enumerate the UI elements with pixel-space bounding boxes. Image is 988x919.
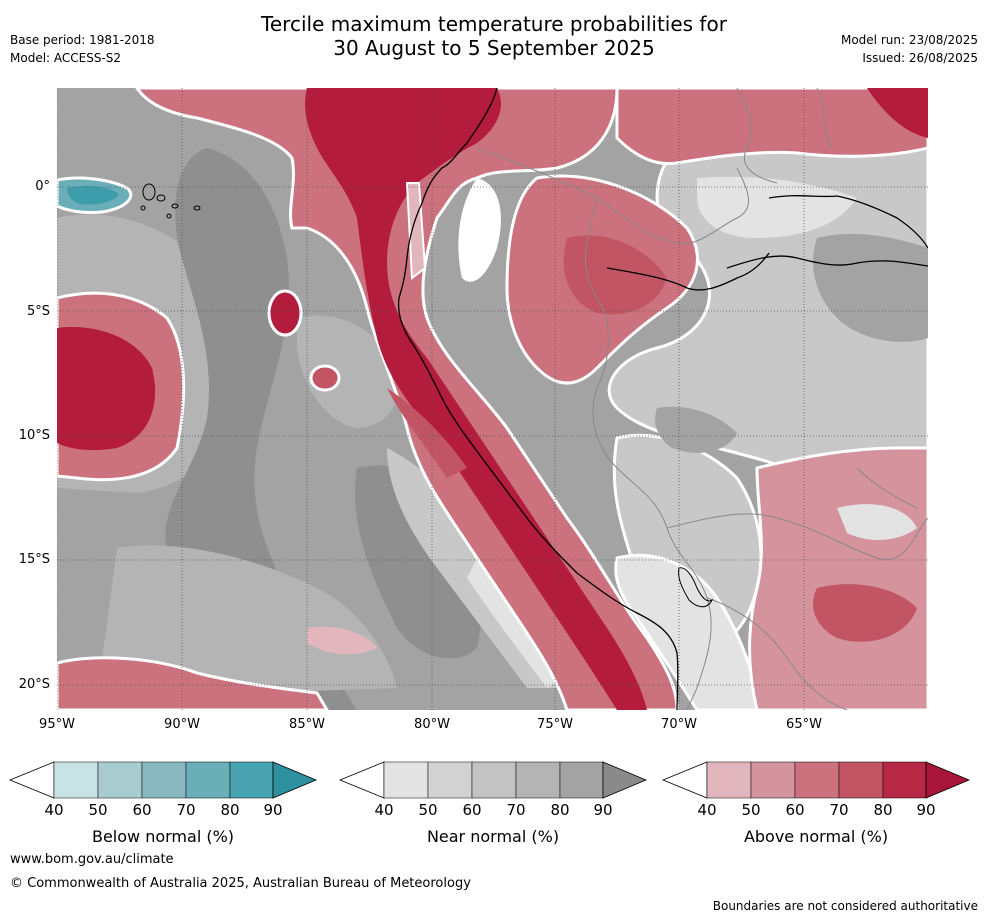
lat-label-5s: 5°S bbox=[26, 304, 50, 319]
above-patch-1 bbox=[267, 289, 303, 337]
lat-label-0: 0° bbox=[35, 179, 50, 194]
legend-near-title: Near normal (%) bbox=[426, 827, 560, 846]
model-run-text: Model run: 23/08/2025 bbox=[840, 33, 978, 47]
below-normal-core bbox=[67, 186, 119, 205]
legend-below-bar bbox=[8, 761, 318, 799]
near-central-dark bbox=[655, 406, 737, 453]
legend-below-title: Below normal (%) bbox=[91, 827, 235, 846]
above-andes-mid bbox=[387, 388, 467, 478]
legend-near-tick-70: 70 bbox=[506, 801, 526, 819]
above-northeast-dark bbox=[867, 88, 928, 138]
above-southeast-zone bbox=[748, 446, 928, 710]
legend-above-swatch-2 bbox=[750, 761, 796, 799]
legend-below-tick-90: 90 bbox=[263, 801, 283, 819]
legend-below-tick-80: 80 bbox=[220, 801, 240, 819]
legend-below-tick-40: 40 bbox=[44, 801, 64, 819]
legend-near-tick-90: 90 bbox=[593, 801, 613, 819]
map-title: Tercile maximum temperature probabilitie… bbox=[0, 12, 988, 60]
legend-below-swatch-5 bbox=[229, 761, 274, 799]
pale-coast-north bbox=[458, 178, 501, 282]
lon-label-70w: 70°W bbox=[661, 717, 697, 732]
probability-map bbox=[57, 88, 928, 710]
legend-near-bar bbox=[338, 761, 648, 799]
legend-near-tick-50: 50 bbox=[418, 801, 438, 819]
legend-below-arrow-high bbox=[272, 761, 318, 799]
legend-below-tick-50: 50 bbox=[88, 801, 108, 819]
copyright-text: © Commonwealth of Australia 2025, Austra… bbox=[10, 876, 471, 891]
lon-label-65w: 65°W bbox=[786, 717, 822, 732]
legend-below-swatch-2 bbox=[97, 761, 143, 799]
model-text: Model: ACCESS-S2 bbox=[10, 51, 122, 65]
lat-label-15s: 15°S bbox=[18, 552, 50, 567]
legend-below-tick-70: 70 bbox=[176, 801, 196, 819]
above-andes-core bbox=[305, 88, 647, 710]
near-southeast-pale bbox=[837, 504, 917, 540]
above-southwest-patch bbox=[307, 626, 377, 655]
legend-near-swatch-2 bbox=[427, 761, 473, 799]
lon-label-95w: 95°W bbox=[39, 717, 75, 732]
legend-near-tick-40: 40 bbox=[374, 801, 394, 819]
above-northeast-zone bbox=[615, 88, 928, 166]
lon-label-85w: 85°W bbox=[289, 717, 325, 732]
legend-above-tick-90: 90 bbox=[916, 801, 936, 819]
lon-label-80w: 80°W bbox=[414, 717, 450, 732]
legend-bars bbox=[8, 761, 971, 799]
above-southwest-zone bbox=[57, 656, 329, 710]
lat-label-20s: 20°S bbox=[18, 677, 50, 692]
legend-near-swatch-1 bbox=[383, 761, 429, 799]
legend-near-arrow-high bbox=[602, 761, 648, 799]
legend-below-swatch-4 bbox=[185, 761, 231, 799]
galapagos-islands bbox=[140, 183, 201, 219]
legend-above-tick-50: 50 bbox=[741, 801, 761, 819]
legend-near-swatch-3 bbox=[471, 761, 517, 799]
ocean-lightest-coast bbox=[467, 558, 562, 688]
map-canvas bbox=[57, 88, 928, 710]
legend-above-swatch-5 bbox=[882, 761, 927, 799]
near-east-pale bbox=[697, 176, 857, 238]
legend-above-bar bbox=[661, 761, 971, 799]
lon-label-75w: 75°W bbox=[537, 717, 573, 732]
lon-label-90w: 90°W bbox=[164, 717, 200, 732]
graticule bbox=[57, 88, 928, 710]
coastline bbox=[397, 88, 928, 710]
legend-above-tick-70: 70 bbox=[829, 801, 849, 819]
legend-below-tick-60: 60 bbox=[132, 801, 152, 819]
legend-near-tick-80: 80 bbox=[550, 801, 570, 819]
legend-near-arrow-low bbox=[338, 761, 385, 799]
ocean-light-south bbox=[97, 545, 397, 698]
base-period-text: Base period: 1981-2018 bbox=[10, 33, 155, 47]
lat-label-10s: 10°S bbox=[18, 428, 50, 443]
legend-below-swatch-3 bbox=[141, 761, 187, 799]
ocean-pale-patch bbox=[297, 315, 400, 428]
title-line-1: Tercile maximum temperature probabilitie… bbox=[261, 12, 727, 36]
above-southeast-core bbox=[813, 584, 917, 642]
above-patch-2 bbox=[309, 364, 341, 392]
legend-above-title: Above normal (%) bbox=[743, 827, 889, 846]
legend-near-tick-60: 60 bbox=[462, 801, 482, 819]
legend-above-tick-40: 40 bbox=[697, 801, 717, 819]
legend-above-swatch-4 bbox=[838, 761, 884, 799]
above-central-core bbox=[563, 235, 667, 315]
legend-above-tick-80: 80 bbox=[873, 801, 893, 819]
legend-above-arrow-high bbox=[925, 761, 971, 799]
issued-text: Issued: 26/08/2025 bbox=[862, 51, 978, 65]
legend-above-arrow-low bbox=[661, 761, 708, 799]
legend-above-swatch-3 bbox=[794, 761, 840, 799]
legend-above-swatch-1 bbox=[706, 761, 752, 799]
lake-titicaca bbox=[678, 567, 714, 608]
near-east-dark bbox=[813, 233, 928, 342]
country-borders bbox=[476, 88, 928, 710]
above-west-core bbox=[57, 327, 156, 451]
title-line-2: 30 August to 5 September 2025 bbox=[333, 36, 655, 60]
legend-above-tick-60: 60 bbox=[785, 801, 805, 819]
legend-near-swatch-5 bbox=[559, 761, 604, 799]
legend-near-swatch-4 bbox=[515, 761, 561, 799]
legend-below-arrow-low bbox=[8, 761, 55, 799]
footer-url[interactable]: www.bom.gov.au/climate bbox=[10, 852, 174, 867]
legend-below-swatch-1 bbox=[53, 761, 99, 799]
disclaimer-text: Boundaries are not considered authoritat… bbox=[712, 899, 978, 913]
